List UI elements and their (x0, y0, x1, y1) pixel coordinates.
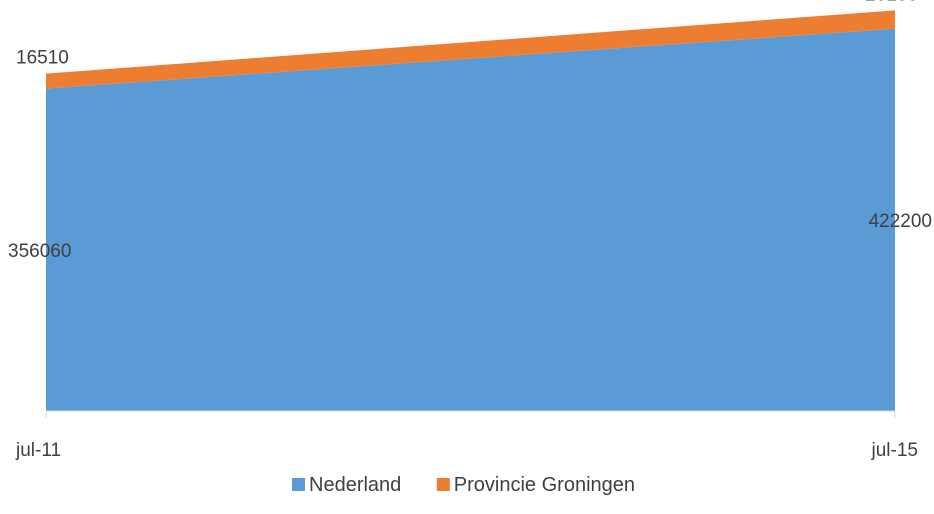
data-label-nederland: 356060 (8, 241, 71, 262)
legend-swatch (292, 478, 305, 491)
data-label-provincie-groningen: 16510 (16, 48, 69, 69)
x-tick-label: jul-15 (871, 440, 918, 461)
data-label-provincie-groningen: 20160 (865, 0, 918, 5)
legend-label: Nederland (309, 474, 401, 496)
area-series-provincie-groningen (46, 10, 895, 89)
legend-label: Provincie Groningen (454, 474, 635, 496)
legend-swatch (436, 478, 450, 491)
data-label-nederland: 422200 (869, 211, 932, 232)
area-series-nederland (46, 28, 895, 411)
x-tick-label: jul-11 (15, 440, 61, 461)
